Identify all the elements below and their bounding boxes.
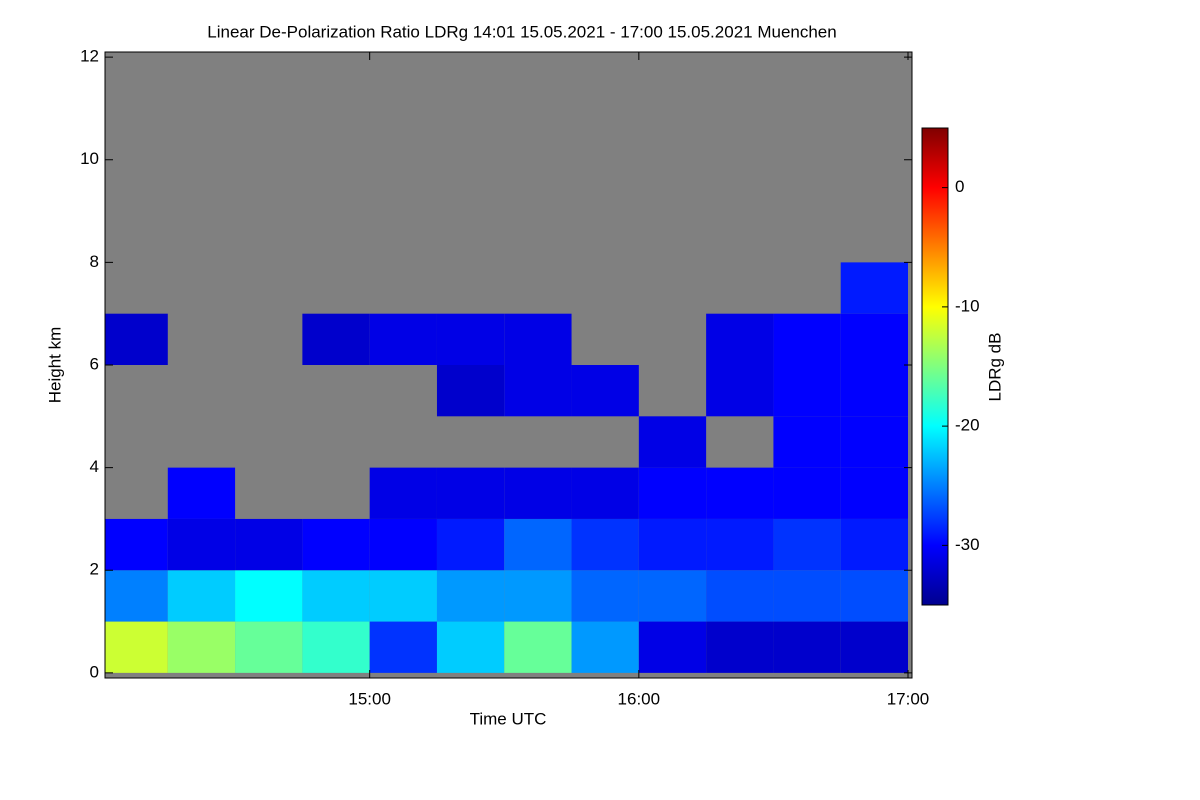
heatmap-cell (706, 313, 774, 365)
heatmap-cell (773, 467, 841, 519)
heatmap-cell (436, 518, 505, 571)
heatmap-cell (436, 570, 505, 622)
heatmap-cell (840, 621, 908, 673)
heatmap-cell (840, 365, 908, 417)
heatmap-cell (706, 467, 774, 519)
heatmap-cell (436, 621, 505, 673)
heatmap-cell (302, 570, 370, 622)
y-tick-label: 12 (80, 47, 99, 66)
heatmap-cell (436, 365, 505, 417)
colorbar-tick-label: -30 (955, 535, 980, 554)
y-tick-label: 0 (90, 662, 99, 681)
heatmap-cell (840, 570, 908, 622)
colorbar-tick-label: 0 (955, 177, 964, 196)
colorbar-tick-label: -20 (955, 416, 980, 435)
heatmap-cell (773, 313, 841, 365)
heatmap-cell (167, 621, 236, 673)
heatmap-cell (105, 518, 168, 571)
heatmap-cell (167, 518, 236, 571)
heatmap-cell (840, 313, 908, 365)
heatmap-cell (773, 365, 841, 417)
colorbar-tick-label: -10 (955, 296, 980, 315)
heatmap-cell (638, 416, 707, 468)
heatmap-cell (773, 518, 841, 571)
heatmap-cell (638, 570, 707, 622)
heatmap-cell (571, 518, 639, 571)
heatmap-cell (638, 467, 707, 519)
heatmap-cell (638, 621, 707, 673)
heatmap-cell (571, 621, 639, 673)
heatmap-cell (773, 416, 841, 468)
heatmap-cell (504, 621, 572, 673)
heatmap-cell (369, 570, 437, 622)
heatmap-cell (504, 518, 572, 571)
heatmap-cell (369, 518, 437, 571)
heatmap-cell (706, 518, 774, 571)
y-tick-label: 8 (90, 252, 99, 271)
heatmap-cell (436, 313, 505, 365)
heatmap-cell (571, 570, 639, 622)
heatmap-cell (840, 467, 908, 519)
heatmap-cell (235, 621, 303, 673)
heatmap-cell (571, 467, 639, 519)
heatmap-cell (706, 570, 774, 622)
x-axis-label: Time UTC (470, 709, 547, 728)
heatmap-cell (840, 262, 908, 314)
x-tick-label: 15:00 (348, 689, 391, 708)
heatmap-cell (235, 570, 303, 622)
heatmap-cell (369, 467, 437, 519)
y-axis-label: Height km (45, 327, 64, 404)
y-tick-label: 6 (90, 354, 99, 373)
heatmap-cell (167, 467, 236, 519)
heatmap-cell (840, 518, 908, 571)
heatmap-cell (105, 313, 168, 365)
heatmap-cell (167, 570, 236, 622)
heatmap-cell (571, 365, 639, 417)
y-tick-label: 10 (80, 149, 99, 168)
heatmap-cell (504, 467, 572, 519)
heatmap-cell (302, 621, 370, 673)
heatmap-cell (706, 365, 774, 417)
heatmap-cell (302, 313, 370, 365)
x-tick-label: 16:00 (618, 689, 661, 708)
heatmap-cell (773, 621, 841, 673)
x-tick-label: 17:00 (887, 689, 930, 708)
heatmap-cell (369, 313, 437, 365)
heatmap-cell (706, 621, 774, 673)
heatmap-cell (105, 570, 168, 622)
heatmap-cell (504, 365, 572, 417)
y-tick-label: 4 (90, 457, 99, 476)
heatmap-cell (504, 570, 572, 622)
heatmap-cell (773, 570, 841, 622)
heatmap-cell (638, 518, 707, 571)
heatmap-cell (369, 621, 437, 673)
heatmap-cell (235, 518, 303, 571)
heatmap-cell (105, 621, 168, 673)
heatmap-cell (840, 416, 908, 468)
heatmap-cell (436, 467, 505, 519)
chart-title: Linear De-Polarization Ratio LDRg 14:01 … (207, 22, 836, 41)
heatmap-cell (302, 518, 370, 571)
colorbar-label: LDRg dB (985, 333, 1004, 402)
heatmap-cell (504, 313, 572, 365)
colorbar (921, 127, 949, 606)
y-tick-label: 2 (90, 560, 99, 579)
